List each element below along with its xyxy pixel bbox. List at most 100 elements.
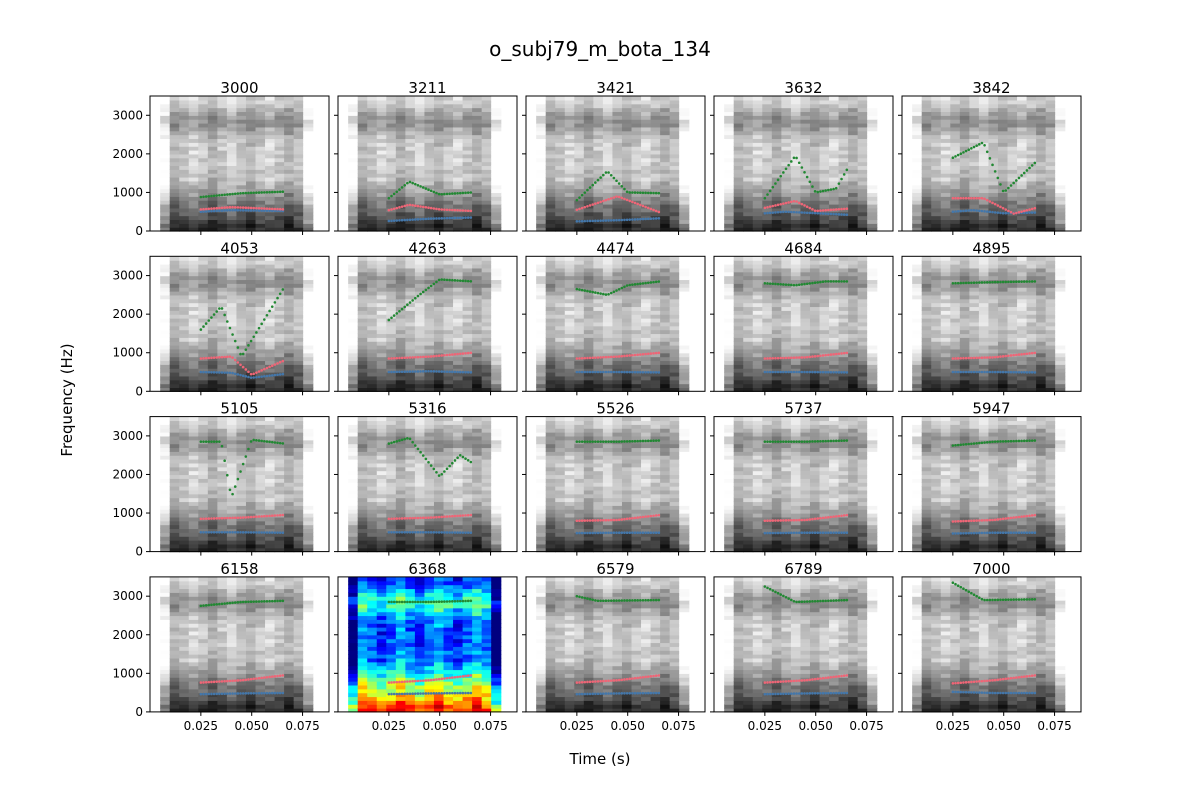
spectrogram-cell: [790, 138, 802, 143]
spectrogram-cell: [443, 310, 454, 315]
spectrogram-cell: [491, 275, 502, 281]
spectrogram-cell: [848, 215, 859, 221]
spectrogram-cell: [583, 223, 594, 228]
spectrogram-cell: [472, 219, 483, 224]
spectrogram-cell: [771, 207, 782, 213]
spectrogram-cell: [424, 207, 435, 213]
spectrogram-cell: [641, 123, 652, 128]
spectrogram-cell: [472, 123, 483, 128]
spectrogram-cell: [348, 283, 359, 288]
spectrogram-cell: [612, 200, 623, 205]
spectrogram-cell: [274, 219, 285, 224]
spectrogram-cell: [433, 103, 445, 109]
spectrogram-cell: [555, 279, 566, 284]
spectrogram-cell: [424, 115, 435, 120]
spectrogram-cell: [303, 379, 314, 385]
spectrogram-cell: [574, 165, 585, 170]
spectrogram-cell: [1045, 227, 1056, 232]
spectrogram-cell: [612, 119, 623, 124]
formant-point: [220, 371, 224, 374]
spectrogram-cell: [274, 215, 285, 221]
spectrogram-cell: [978, 177, 990, 182]
spectrogram-cell: [169, 223, 180, 228]
spectrogram-cell: [188, 306, 199, 311]
spectrogram-cell: [1036, 111, 1047, 116]
spectrogram-cell: [284, 387, 295, 392]
spectrogram-cell: [536, 142, 547, 147]
spectrogram-cell: [545, 219, 556, 224]
spectrogram-cell: [921, 96, 932, 101]
spectrogram-cell: [303, 275, 314, 281]
spectrogram-cell: [867, 184, 878, 190]
spectrogram-cell: [959, 177, 970, 182]
spectrogram-cell: [443, 153, 454, 159]
spectrogram-cell: [207, 352, 218, 358]
spectrogram-cell: [348, 130, 359, 136]
spectrogram-cell: [660, 173, 671, 178]
spectrogram-cell: [743, 126, 754, 132]
spectrogram-cell: [443, 333, 454, 338]
spectrogram-cell: [545, 364, 556, 369]
spectrogram-cell: [602, 314, 614, 319]
spectrogram-cell: [376, 294, 387, 300]
spectrogram-cell: [669, 115, 680, 120]
spectrogram-cell: [1055, 153, 1066, 159]
spectrogram-cell: [414, 302, 426, 308]
spectrogram-cell: [593, 142, 604, 147]
spectrogram-cell: [395, 271, 406, 277]
spectrogram-cell: [800, 227, 811, 232]
spectrogram-cell: [367, 321, 378, 327]
spectrogram-cell: [800, 215, 811, 221]
spectrogram-cell: [790, 115, 802, 120]
spectrogram-cell: [660, 211, 671, 217]
spectrogram-cell: [612, 387, 623, 392]
spectrogram-cell: [857, 184, 868, 190]
spectrogram-cell: [348, 329, 359, 335]
spectrogram-cell: [555, 153, 566, 159]
spectrogram-cell: [160, 153, 171, 159]
spectrogram-cell: [433, 196, 445, 201]
spectrogram-cell: [472, 360, 483, 365]
spectrogram-cell: [160, 360, 171, 365]
spectrogram-cell: [414, 372, 426, 377]
spectrogram-cell: [969, 219, 980, 224]
spectrogram-cell: [545, 271, 556, 277]
formant-point: [956, 153, 960, 157]
spectrogram-cell: [367, 150, 378, 155]
spectrogram-cell: [424, 348, 435, 354]
spectrogram-cell: [255, 302, 266, 308]
spectrogram-cell: [838, 196, 849, 201]
spectrogram-cell: [564, 227, 575, 232]
spectrogram-cell: [857, 204, 868, 209]
spectrogram-cell: [453, 119, 464, 124]
formant-point: [239, 209, 242, 212]
spectrogram-cell: [829, 146, 840, 151]
spectrogram-cell: [414, 215, 426, 221]
spectrogram-cell: [255, 318, 266, 323]
spectrogram-cell: [424, 372, 435, 377]
spectrogram-cell: [583, 215, 594, 221]
formant-point: [448, 208, 451, 212]
spectrogram-cell: [612, 134, 623, 140]
spectrogram-cell: [602, 150, 614, 155]
spectrogram-cell: [217, 223, 228, 228]
spectrogram-cell: [969, 169, 980, 174]
formant-point: [464, 209, 467, 212]
spectrogram-cell: [265, 115, 276, 120]
spectrogram-cell: [593, 99, 604, 105]
formant-point: [776, 203, 780, 207]
spectrogram-cell: [160, 325, 171, 331]
spectrogram-cell: [1007, 196, 1018, 201]
spectrogram-cell: [752, 180, 763, 186]
spectrogram-cell: [481, 142, 492, 147]
spectrogram-cell: [978, 138, 990, 143]
spectrogram-cell: [545, 306, 556, 311]
spectrogram-cell: [169, 287, 180, 292]
spectrogram-cell: [405, 314, 416, 319]
formant-point: [239, 363, 242, 367]
spectrogram-cell: [545, 115, 556, 120]
spectrogram-cell: [453, 294, 464, 300]
spectrogram-cell: [593, 283, 604, 288]
spectrogram-cell: [545, 318, 556, 323]
formant-point: [999, 211, 1002, 215]
